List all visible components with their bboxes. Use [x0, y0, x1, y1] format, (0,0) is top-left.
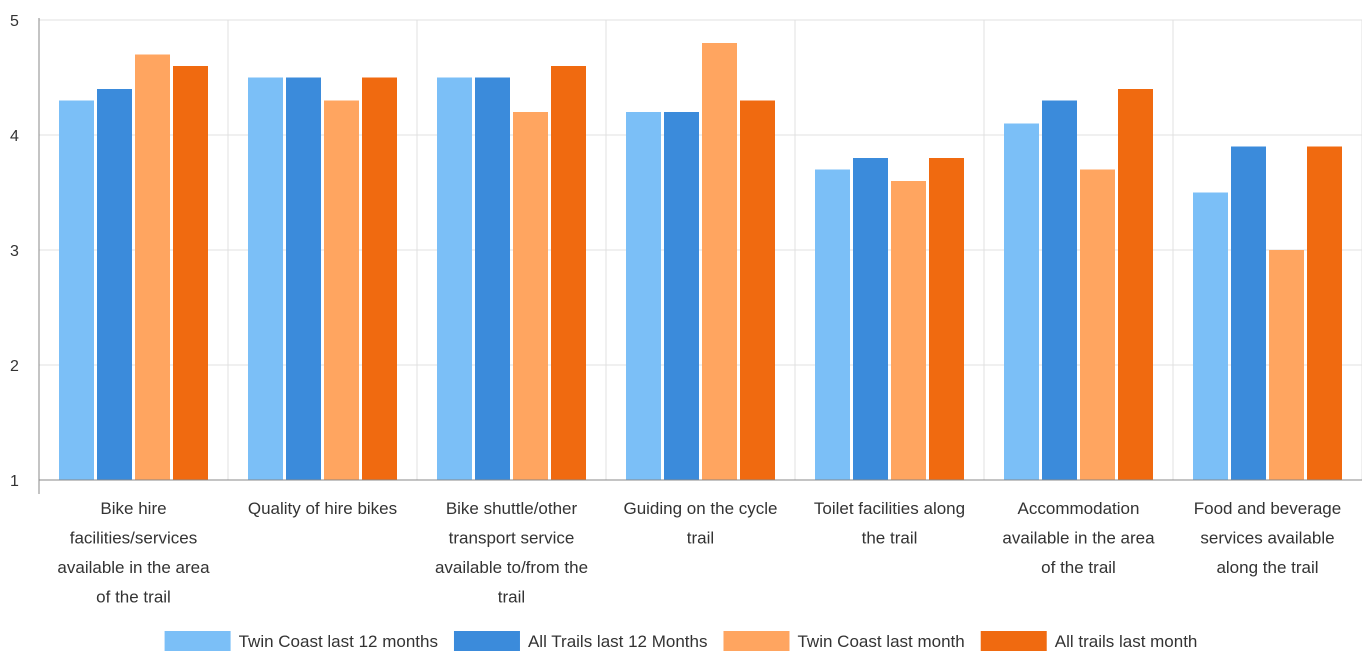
x-category-label: along the trail — [1216, 558, 1318, 577]
bar-4-cat-3[interactable] — [551, 66, 586, 480]
y-tick-label: 5 — [10, 13, 19, 30]
y-tick-label: 1 — [10, 473, 19, 490]
y-tick-label: 4 — [10, 128, 19, 145]
x-category-label: available in the area — [1002, 529, 1155, 548]
bar-1-cat-4[interactable] — [626, 112, 661, 480]
legend-label: All trails last month — [1055, 632, 1198, 651]
x-category-label: transport service — [449, 529, 575, 548]
bar-2-cat-5[interactable] — [853, 158, 888, 480]
x-category-labels: Bike hire facilities/services available in… — [57, 499, 1341, 607]
x-category-label: Food and beverage — [1194, 499, 1341, 518]
x-category-label: Toilet facilities along — [814, 499, 965, 518]
bar-4-cat-7[interactable] — [1307, 146, 1342, 481]
legend: Twin Coast last 12 months All Trails last… — [164, 631, 1198, 651]
legend-swatch-4[interactable] — [980, 631, 1047, 651]
bar-2-cat-7[interactable] — [1231, 146, 1266, 481]
x-category-label: services available — [1200, 529, 1334, 548]
bar-2-cat-6[interactable] — [1042, 100, 1077, 481]
bar-2-cat-2[interactable] — [286, 77, 321, 481]
bar-1-cat-1[interactable] — [59, 100, 94, 481]
bar-1-cat-2[interactable] — [248, 77, 283, 481]
x-category-label: trail — [498, 588, 525, 607]
x-category-label: trail — [687, 529, 714, 548]
x-category-label: Bike shuttle/other — [446, 499, 578, 518]
x-category-label: available in the area — [57, 558, 210, 577]
legend-swatch-1[interactable] — [164, 631, 231, 651]
y-tick-labels: 1 2 3 4 5 — [10, 13, 19, 490]
bar-4-cat-1[interactable] — [173, 66, 208, 480]
bar-4-cat-2[interactable] — [362, 77, 397, 481]
bar-1-cat-5[interactable] — [815, 169, 850, 481]
y-tick-label: 2 — [10, 358, 19, 375]
x-category-label: Quality of hire bikes — [248, 499, 397, 518]
bar-3-cat-7[interactable] — [1269, 250, 1304, 480]
x-category-label: the trail — [862, 529, 918, 548]
axes — [38, 18, 1362, 494]
bar-3-cat-3[interactable] — [513, 112, 548, 480]
bar-1-cat-7[interactable] — [1193, 192, 1228, 481]
x-category-label: of the trail — [1041, 558, 1116, 577]
x-category-label: Guiding on the cycle — [623, 499, 777, 518]
bars — [59, 43, 1342, 480]
legend-swatch-2[interactable] — [453, 631, 520, 651]
bar-3-cat-2[interactable] — [324, 100, 359, 481]
bar-3-cat-5[interactable] — [891, 181, 926, 480]
bar-4-cat-4[interactable] — [740, 100, 775, 481]
x-category-label: facilities/services — [70, 529, 198, 548]
gridlines — [39, 19, 1362, 481]
bar-4-cat-5[interactable] — [929, 158, 964, 480]
bar-2-cat-4[interactable] — [664, 112, 699, 480]
bar-4-cat-6[interactable] — [1118, 89, 1153, 480]
legend-swatch-3[interactable] — [723, 631, 790, 651]
legend-label: All Trails last 12 Months — [528, 632, 708, 651]
legend-label: Twin Coast last month — [797, 632, 964, 651]
bar-3-cat-4[interactable] — [702, 43, 737, 480]
x-category-label: Accommodation — [1018, 499, 1140, 518]
x-category-label: Bike hire — [100, 499, 166, 518]
bar-2-cat-1[interactable] — [97, 89, 132, 480]
bar-3-cat-6[interactable] — [1080, 169, 1115, 481]
x-category-label: available to/from the — [435, 558, 588, 577]
bar-2-cat-3[interactable] — [475, 77, 510, 481]
y-tick-label: 3 — [10, 243, 19, 260]
x-category-label: of the trail — [96, 588, 171, 607]
bar-1-cat-6[interactable] — [1004, 123, 1039, 481]
bar-3-cat-1[interactable] — [135, 54, 170, 481]
legend-label: Twin Coast last 12 months — [239, 632, 438, 651]
bar-1-cat-3[interactable] — [437, 77, 472, 481]
